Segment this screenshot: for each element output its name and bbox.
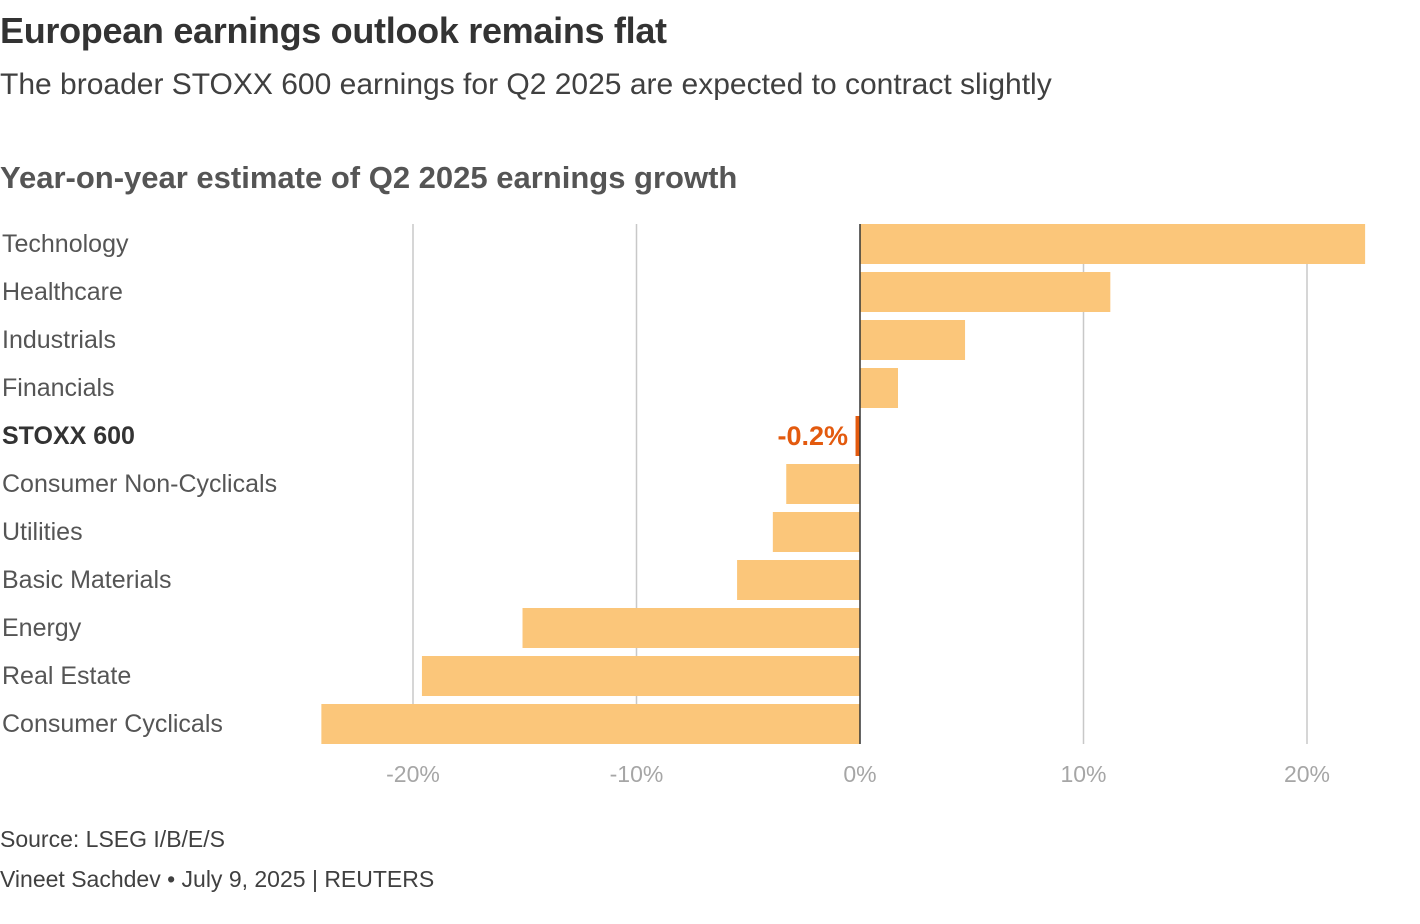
bar [786, 464, 860, 504]
category-label: Real Estate [2, 662, 131, 690]
bar [860, 224, 1366, 264]
bar [860, 368, 898, 408]
chart-title: Year-on-year estimate of Q2 2025 earning… [0, 160, 738, 195]
x-tick-label: 10% [1060, 761, 1106, 787]
bar [421, 656, 860, 696]
category-label: Consumer Non-Cyclicals [2, 470, 277, 498]
bar-chart: Technology Healthcare Industrials Financial… [2, 224, 1366, 787]
category-label: Energy [2, 614, 82, 642]
category-label: Financials [2, 374, 115, 402]
category-label: Consumer Cyclicals [2, 710, 223, 738]
bar [321, 704, 860, 744]
highlight-data-label: -0.2% [777, 421, 848, 451]
category-label: Industrials [2, 326, 116, 354]
x-tick-label: -20% [386, 761, 440, 787]
x-axis-ticks: -20% -10% 0% 10% 20% [386, 761, 1330, 787]
x-tick-label: 20% [1284, 761, 1330, 787]
bars [321, 224, 1366, 744]
x-tick-label: -10% [610, 761, 664, 787]
bar [860, 320, 966, 360]
bar [855, 416, 860, 456]
category-label: Utilities [2, 518, 83, 546]
chart-subtitle: The broader STOXX 600 earnings for Q2 20… [0, 68, 1052, 101]
x-tick-label: 0% [843, 761, 876, 787]
byline: Vineet Sachdev • July 9, 2025 | REUTERS [0, 866, 435, 892]
category-label: Technology [2, 230, 129, 258]
category-label: STOXX 600 [2, 422, 135, 450]
category-labels: Technology Healthcare Industrials Financial… [2, 230, 848, 738]
source-note: Source: LSEG I/B/E/S [0, 826, 225, 852]
bar [737, 560, 860, 600]
bar [522, 608, 860, 648]
category-label: Healthcare [2, 278, 123, 306]
category-label: Basic Materials [2, 566, 172, 594]
chart-headline: European earnings outlook remains flat [0, 10, 667, 51]
bar [772, 512, 860, 552]
bar [860, 272, 1111, 312]
